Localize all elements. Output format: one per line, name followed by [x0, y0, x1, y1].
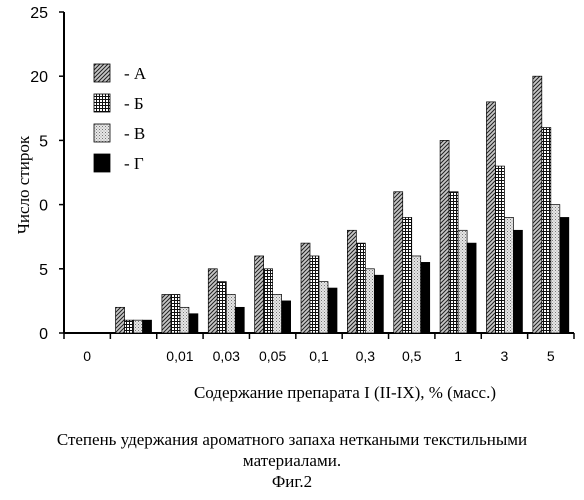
y-axis-label: Число стирок	[14, 135, 33, 234]
legend-label: - А	[124, 64, 147, 83]
bar-2	[403, 217, 412, 333]
bar-1	[208, 269, 217, 333]
y-tick-label: 5	[39, 133, 48, 150]
bar-4	[235, 307, 244, 333]
x-tick-label: 0,1	[309, 348, 329, 364]
legend-swatch	[94, 94, 110, 112]
x-tick-label: 0,3	[356, 348, 376, 364]
bar-2	[495, 166, 504, 333]
bar-3	[273, 294, 282, 333]
bar-2	[125, 320, 134, 333]
bar-2	[310, 256, 319, 333]
bar-2	[171, 294, 180, 333]
bar-2	[542, 128, 551, 333]
bar-4	[560, 217, 569, 333]
legend-swatch	[94, 64, 110, 82]
bar-4	[189, 314, 198, 333]
x-tick-label: 1	[454, 348, 462, 364]
y-tick-label: 5	[39, 262, 48, 279]
bar-4	[328, 288, 337, 333]
bar-4	[467, 243, 476, 333]
legend-swatch	[94, 124, 110, 142]
legend-label: - Б	[124, 94, 144, 113]
bar-3	[134, 320, 143, 333]
y-tick-label: 0	[39, 326, 48, 343]
bar-1	[116, 307, 125, 333]
bar-2	[217, 282, 226, 333]
figure-caption-line1: Степень удержания ароматного запаха нетк…	[0, 430, 584, 450]
x-tick-label: 0,01	[166, 348, 193, 364]
bar-1	[162, 294, 171, 333]
x-tick-label: 0,5	[402, 348, 422, 364]
bar-1	[533, 76, 542, 333]
bar-4	[143, 320, 152, 333]
bar-2	[264, 269, 273, 333]
legend-label: - Г	[124, 154, 144, 173]
bar-3	[226, 294, 235, 333]
bar-3	[551, 205, 560, 333]
chart-bars	[116, 76, 569, 333]
bar-4	[421, 262, 430, 333]
x-tick-label: 5	[547, 348, 555, 364]
bar-3	[319, 282, 328, 333]
y-tick-label: 0	[39, 198, 48, 215]
x-tick-label: 0	[83, 348, 91, 364]
bar-1	[394, 192, 403, 333]
bar-4	[282, 301, 291, 333]
bar-3	[412, 256, 421, 333]
x-tick-label: 0,05	[259, 348, 286, 364]
bar-1	[255, 256, 264, 333]
y-tick-label: 25	[30, 5, 48, 22]
bar-1	[486, 102, 495, 333]
x-axis-label: Содержание препарата I (II-IX), % (масс.…	[130, 383, 560, 403]
figure-number: Фиг.2	[0, 472, 584, 492]
x-tick-label: 0,03	[213, 348, 240, 364]
legend-label: - В	[124, 124, 145, 143]
y-tick-label: 20	[30, 69, 48, 86]
bar-4	[374, 275, 383, 333]
bar-4	[513, 230, 522, 333]
figure-caption-line2: материалами.	[0, 451, 584, 471]
bar-1	[440, 140, 449, 333]
bar-3	[504, 217, 513, 333]
bar-2	[356, 243, 365, 333]
x-tick-label: 3	[501, 348, 509, 364]
bar-3	[365, 269, 374, 333]
chart-legend: - А - Б - В - Г	[94, 64, 147, 173]
bar-1	[301, 243, 310, 333]
bar-1	[347, 230, 356, 333]
bar-3	[180, 307, 189, 333]
bar-3	[458, 230, 467, 333]
bar-2	[449, 192, 458, 333]
legend-swatch	[94, 154, 110, 172]
